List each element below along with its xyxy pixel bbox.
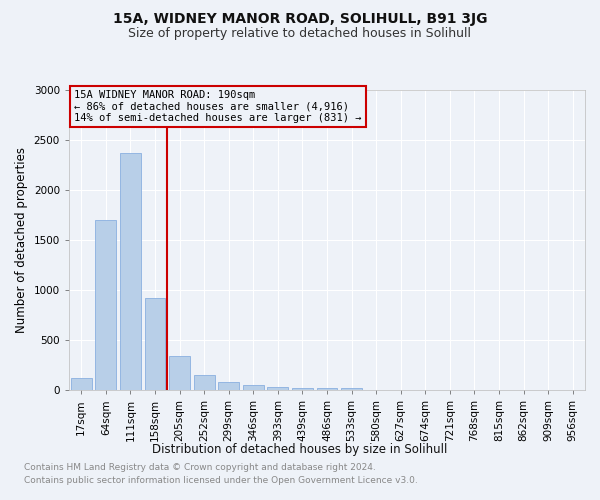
Text: Distribution of detached houses by size in Solihull: Distribution of detached houses by size … [152, 442, 448, 456]
Bar [145, 298, 166, 390]
Text: Contains public sector information licensed under the Open Government Licence v3: Contains public sector information licen… [24, 476, 418, 485]
Bar [292, 388, 313, 390]
Text: Size of property relative to detached houses in Solihull: Size of property relative to detached ho… [128, 28, 472, 40]
Text: Contains HM Land Registry data © Crown copyright and database right 2024.: Contains HM Land Registry data © Crown c… [24, 464, 376, 472]
Bar [194, 375, 215, 390]
Bar [218, 382, 239, 390]
Bar [71, 378, 92, 390]
Y-axis label: Number of detached properties: Number of detached properties [15, 147, 28, 333]
Text: 15A WIDNEY MANOR ROAD: 190sqm
← 86% of detached houses are smaller (4,916)
14% o: 15A WIDNEY MANOR ROAD: 190sqm ← 86% of d… [74, 90, 362, 123]
Bar [95, 220, 116, 390]
Bar [268, 386, 289, 390]
Bar [341, 388, 362, 390]
Bar [120, 153, 141, 390]
Bar [317, 388, 337, 390]
Text: 15A, WIDNEY MANOR ROAD, SOLIHULL, B91 3JG: 15A, WIDNEY MANOR ROAD, SOLIHULL, B91 3J… [113, 12, 487, 26]
Bar [169, 356, 190, 390]
Bar [243, 385, 264, 390]
